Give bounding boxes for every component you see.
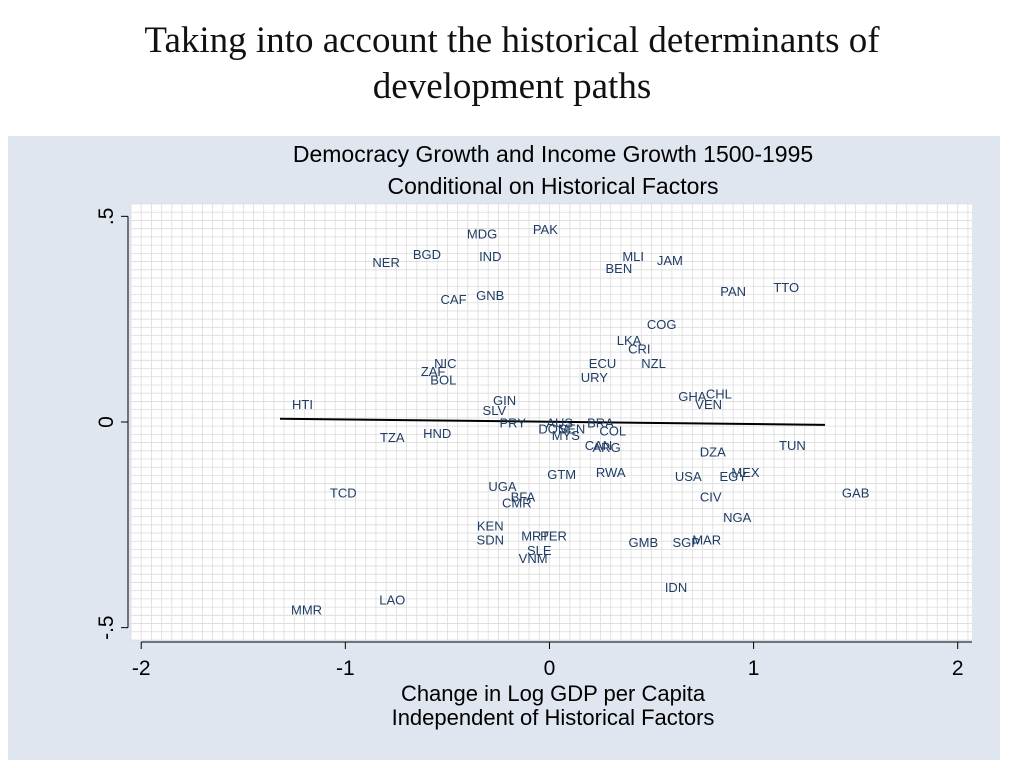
chart-subtitle: Conditional on Historical Factors	[387, 173, 718, 199]
point-label-caf: CAF	[441, 292, 467, 307]
point-label-nic: NIC	[434, 356, 456, 371]
point-label-zaf: ZAF	[421, 364, 446, 379]
point-label-usa: USA	[675, 469, 702, 484]
axes: -2 -1 0 1 2 -.5 0 .5	[95, 208, 972, 680]
point-label-can: CAN	[585, 438, 612, 453]
point-label-dza: DZA	[700, 444, 726, 459]
point-label-gnb: GNB	[476, 288, 504, 303]
chart-title: Democracy Growth and Income Growth 1500-…	[293, 141, 813, 167]
point-label-sgp: SGP	[672, 535, 699, 550]
x-axis-label-line2: Independent of Historical Factors	[392, 705, 715, 730]
point-label-aus: AUS	[546, 415, 573, 430]
point-label-hti: HTI	[292, 397, 313, 412]
slide-title-line1: Taking into account the historical deter…	[144, 20, 880, 61]
point-label-per: PER	[540, 529, 567, 544]
point-label-mmr: MMR	[291, 603, 322, 618]
point-label-lka: LKA	[617, 333, 642, 348]
point-label-tun: TUN	[779, 438, 806, 453]
point-label-gha: GHA	[678, 389, 707, 404]
point-label-sle: SLE	[527, 543, 552, 558]
point-label-mrt: MRT	[521, 529, 549, 544]
point-label-gin: GIN	[493, 393, 516, 408]
x-tick-label: -2	[132, 657, 151, 680]
point-label-ind: IND	[479, 249, 501, 264]
point-label-tto: TTO	[773, 280, 799, 295]
point-label-mdg: MDG	[467, 226, 497, 241]
point-label-chl: CHL	[706, 387, 732, 402]
point-label-egy: EGY	[719, 469, 747, 484]
point-label-arg: ARG	[593, 440, 621, 455]
point-label-gab: GAB	[842, 485, 869, 500]
point-label-cog: COG	[647, 317, 677, 332]
fit-line-group	[280, 417, 826, 426]
point-label-tza: TZA	[380, 430, 405, 445]
point-label-mar: MAR	[692, 533, 721, 548]
point-label-mex: MEX	[731, 465, 760, 480]
point-label-idn: IDN	[665, 580, 687, 595]
point-label-pry: PRY	[499, 415, 526, 430]
point-label-sen: SEN	[559, 422, 586, 437]
point-label-bfa: BFA	[511, 490, 536, 505]
point-label-ven: VEN	[695, 397, 722, 412]
y-tick-label: -.5	[95, 615, 118, 640]
point-labels: MDG PAK BGD NER IND MLI JAM BEN GNB CAF PAN TTO COG L…	[291, 222, 869, 617]
point-label-pak: PAK	[533, 222, 558, 237]
slide-title: Taking into account the historical deter…	[0, 18, 1024, 110]
point-label-bra: BRA	[587, 415, 614, 430]
point-label-lao: LAO	[379, 592, 405, 607]
x-tick-label: 0	[544, 657, 556, 680]
point-label-uga: UGA	[488, 479, 517, 494]
point-label-col: COL	[599, 424, 626, 439]
x-tick-label: 1	[748, 657, 760, 680]
point-label-dom: DOM	[538, 422, 568, 437]
x-tick-label: 2	[952, 657, 964, 680]
point-label-cri: CRI	[628, 341, 650, 356]
y-tick-label: .5	[95, 208, 118, 226]
slide-title-line2: development paths	[372, 66, 652, 107]
point-label-nga: NGA	[723, 510, 752, 525]
point-label-ury: URY	[581, 370, 609, 385]
point-label-mys: MYS	[552, 428, 581, 443]
point-label-mli: MLI	[622, 249, 644, 264]
point-label-ken: KEN	[477, 518, 504, 533]
point-label-bol: BOL	[430, 372, 456, 387]
point-label-slv: SLV	[483, 403, 507, 418]
fit-line	[280, 417, 826, 426]
y-tick-label: 0	[95, 416, 118, 428]
point-label-jam: JAM	[657, 253, 683, 268]
point-label-cmr: CMR	[502, 496, 532, 511]
x-tick-label: -1	[336, 657, 355, 680]
point-label-ecu: ECU	[589, 356, 616, 371]
point-label-tcd: TCD	[330, 485, 357, 500]
point-label-sdn: SDN	[477, 533, 504, 548]
point-label-hnd: HND	[423, 426, 451, 441]
point-label-gmb: GMB	[629, 535, 659, 550]
point-label-rwa: RWA	[596, 465, 626, 480]
point-label-nzl: NZL	[641, 356, 666, 371]
chart-panel: Democracy Growth and Income Growth 1500-…	[8, 136, 1000, 760]
scatter-chart: Democracy Growth and Income Growth 1500-…	[95, 141, 972, 730]
point-label-pan: PAN	[720, 284, 746, 299]
point-label-ner: NER	[372, 255, 399, 270]
point-label-bgd: BGD	[413, 247, 441, 262]
grid	[130, 203, 972, 641]
point-label-vnm: VNM	[519, 551, 548, 566]
point-label-ben: BEN	[605, 261, 632, 276]
point-label-gtm: GTM	[547, 467, 576, 482]
x-axis-label: Change in Log GDP per Capita	[401, 681, 706, 706]
point-label-civ: CIV	[700, 490, 722, 505]
